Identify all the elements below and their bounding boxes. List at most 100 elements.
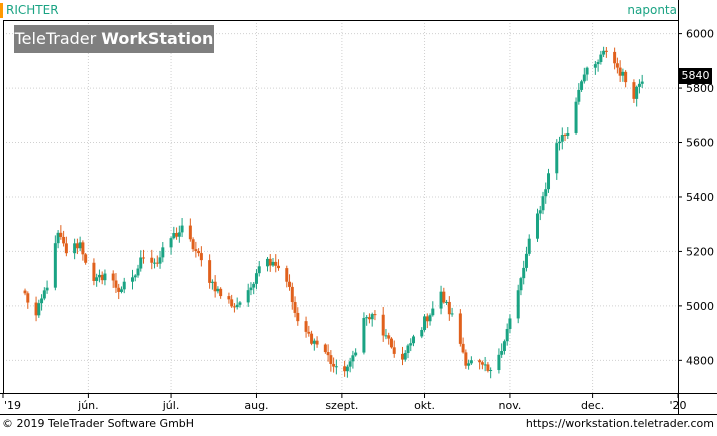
- y-tick-label: 5800: [686, 82, 714, 95]
- candle-body: [216, 288, 220, 292]
- axes: 4800 5000 5200 5400 5600 5800 6000 '19 jún. júl. a…: [0, 0, 717, 415]
- candle-body: [406, 345, 410, 353]
- x-tick-label: szept.: [325, 399, 358, 412]
- candle-body: [40, 298, 44, 304]
- copyright-text: © 2019 TeleTrader Software GmbH: [2, 417, 195, 430]
- candle-body: [249, 287, 253, 291]
- candle-body: [522, 267, 526, 279]
- candle-body: [288, 281, 292, 287]
- candle-body: [304, 321, 308, 332]
- candle-body: [373, 314, 377, 316]
- candle-body: [334, 366, 338, 368]
- candle-body: [271, 261, 275, 266]
- candle-body: [312, 340, 316, 344]
- source-url-link[interactable]: https://workstation.teletrader.com: [525, 417, 714, 430]
- candle-body: [133, 275, 137, 278]
- candle-body: [423, 316, 427, 330]
- candle-body: [354, 352, 358, 356]
- x-tick-label: aug.: [244, 399, 268, 412]
- candle-body: [23, 290, 27, 294]
- candle-body: [210, 281, 214, 283]
- candle-body: [257, 266, 261, 274]
- candle-body: [219, 288, 223, 297]
- candle-body: [412, 336, 416, 344]
- candle-body: [593, 64, 597, 68]
- candle-body: [442, 291, 446, 303]
- candle-body: [95, 277, 99, 281]
- last-price-badge: 5840: [679, 68, 712, 84]
- candle-body: [602, 50, 606, 55]
- candle-body: [362, 317, 366, 353]
- candle-body: [230, 299, 234, 307]
- candle-body: [389, 338, 393, 348]
- candle-body: [307, 331, 311, 334]
- candle-body: [175, 233, 179, 237]
- candle-body: [574, 101, 578, 133]
- candle-body: [563, 135, 567, 137]
- candle-body: [400, 353, 404, 360]
- x-tick-label: júl.: [162, 399, 180, 412]
- candle-body: [199, 253, 203, 261]
- candle-body: [293, 302, 297, 313]
- candle-body: [310, 333, 314, 344]
- candle-body: [329, 355, 333, 364]
- candle-body: [290, 286, 294, 303]
- candle-body: [62, 236, 66, 244]
- candle-body: [45, 287, 49, 291]
- candle-body: [527, 238, 531, 254]
- candle-body: [618, 67, 622, 76]
- candle-body: [84, 254, 88, 263]
- candle-body: [505, 328, 509, 342]
- candle-body: [332, 363, 336, 367]
- candle-body: [227, 296, 231, 300]
- candle-body: [596, 62, 600, 65]
- gridlines: [3, 20, 678, 393]
- candle-body: [544, 189, 548, 197]
- candle-body: [194, 249, 198, 252]
- candle-body: [235, 304, 239, 308]
- candle-body: [428, 315, 432, 322]
- candle-body: [541, 196, 545, 211]
- candle-body: [285, 268, 289, 282]
- candle-body: [155, 262, 159, 264]
- candle-body: [409, 343, 413, 346]
- candle-body: [161, 247, 165, 258]
- candle-body: [403, 352, 407, 360]
- candle-body: [637, 83, 641, 87]
- candle-body: [640, 81, 644, 84]
- candle-body: [268, 258, 272, 266]
- candle-body: [172, 233, 176, 239]
- candle-body: [381, 314, 385, 336]
- candle-body: [604, 50, 608, 52]
- candle-body: [547, 173, 551, 190]
- candle-body: [117, 287, 121, 292]
- candle-body: [599, 54, 603, 63]
- y-tick-label: 4800: [686, 354, 714, 367]
- candle-body: [621, 71, 625, 76]
- candle-body: [486, 364, 490, 371]
- candle-body: [208, 260, 212, 283]
- candle-body: [613, 51, 617, 64]
- candle-body: [42, 290, 46, 299]
- candle-body: [489, 370, 493, 372]
- candle-body: [238, 302, 242, 305]
- candle-body: [274, 261, 278, 266]
- candle-body: [34, 302, 38, 316]
- candle-body: [615, 63, 619, 68]
- candle-body: [497, 354, 501, 371]
- candle-body: [59, 232, 63, 237]
- y-tick-label: 5600: [686, 137, 714, 150]
- candles: [23, 46, 644, 379]
- candle-body: [384, 335, 388, 337]
- candle-body: [188, 225, 192, 240]
- symbol-accent-bar: [0, 3, 3, 18]
- candle-body: [153, 262, 157, 264]
- candle-body: [351, 355, 355, 362]
- candle-body: [478, 360, 482, 363]
- y-tick-label: 5200: [686, 245, 714, 258]
- candle-body: [111, 273, 115, 281]
- candle-body: [345, 366, 349, 372]
- candle-body: [461, 343, 465, 353]
- candle-body: [169, 238, 173, 248]
